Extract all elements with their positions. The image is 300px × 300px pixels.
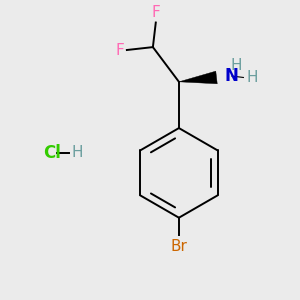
Text: Cl: Cl [43, 144, 61, 162]
Polygon shape [179, 71, 217, 84]
Text: F: F [152, 5, 160, 20]
Text: N: N [225, 67, 238, 85]
Text: H: H [246, 70, 258, 85]
Text: F: F [116, 43, 124, 58]
Text: H: H [230, 58, 242, 73]
Text: Br: Br [170, 239, 188, 254]
Text: H: H [72, 145, 83, 160]
